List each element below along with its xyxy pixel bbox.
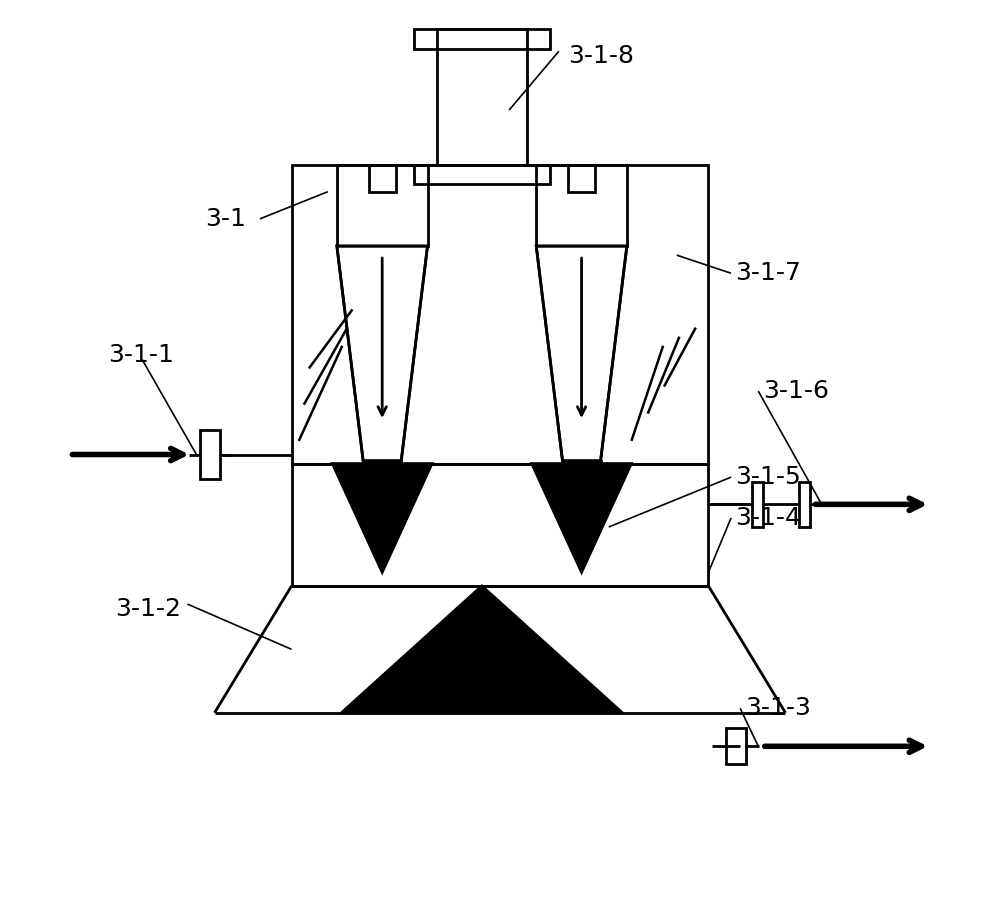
Polygon shape	[341, 586, 622, 713]
Bar	[799, 482, 810, 527]
Text: 3-1-6: 3-1-6	[763, 379, 829, 403]
Bar	[568, 165, 595, 192]
Polygon shape	[532, 464, 631, 573]
Bar	[363, 461, 401, 502]
Bar	[369, 165, 396, 192]
Bar	[536, 165, 627, 246]
Text: 3-1-4: 3-1-4	[736, 506, 802, 530]
Bar	[726, 728, 746, 764]
Text: 3-1-3: 3-1-3	[745, 696, 811, 720]
Polygon shape	[536, 246, 627, 461]
Bar	[337, 165, 428, 246]
Bar	[200, 430, 220, 479]
Text: 3-1: 3-1	[205, 207, 246, 231]
Bar	[414, 165, 550, 185]
Polygon shape	[337, 246, 428, 461]
Bar	[437, 28, 527, 165]
Bar	[414, 28, 550, 48]
Bar	[752, 482, 763, 527]
Bar	[563, 461, 601, 502]
Text: 3-1-7: 3-1-7	[736, 261, 801, 285]
Text: 3-1-2: 3-1-2	[115, 596, 181, 621]
Text: 3-1-8: 3-1-8	[568, 44, 634, 68]
Polygon shape	[332, 464, 432, 573]
Bar	[292, 464, 708, 586]
Text: 3-1-5: 3-1-5	[736, 465, 801, 489]
Text: 3-1-1: 3-1-1	[109, 343, 174, 367]
Bar	[292, 165, 708, 464]
